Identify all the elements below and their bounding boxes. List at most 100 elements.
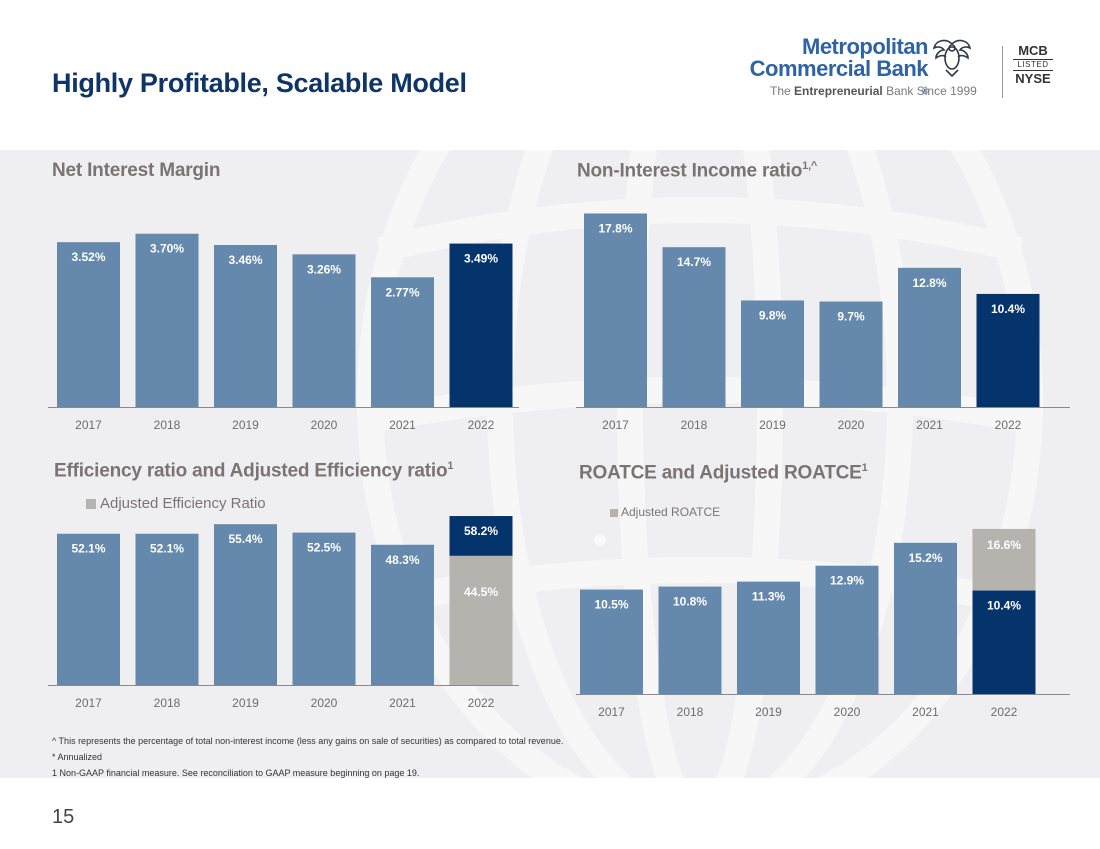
x-tick-label-2017: 2017: [75, 418, 102, 432]
bar-label-2019: 55.4%: [228, 532, 262, 546]
bar-label-2019: 11.3%: [752, 590, 786, 604]
bar-label-2020: 3.26%: [307, 262, 341, 276]
page-number: 15: [52, 806, 75, 828]
bar-2021: [371, 544, 434, 685]
nyse-listing-badge: MCB LISTED NYSE: [1010, 44, 1056, 86]
bar-2017: [584, 213, 647, 407]
x-tick-label-2019: 2019: [232, 696, 259, 710]
bar-2018: [135, 233, 199, 407]
nim-chart: 3.52% 2017 3.70% 2018 3.46% 2019 3.26% 2020 2.77…: [48, 233, 519, 432]
x-tick-label-2017: 2017: [75, 696, 102, 710]
x-tick-label-2022: 2022: [468, 696, 495, 710]
x-tick-label-2018: 2018: [154, 696, 181, 710]
legend-swatch: [86, 499, 96, 510]
bar-label-2022: 10.4%: [991, 302, 1025, 316]
bar-2017: [57, 533, 120, 685]
footnote-caret: ^ This represents the percentage of tota…: [52, 736, 564, 746]
legend-swatch: [610, 508, 618, 517]
bar-label-2019: 9.8%: [759, 308, 787, 322]
x-tick-label-2019: 2019: [755, 705, 782, 719]
bar-2021: [898, 267, 961, 407]
bar-2018: [658, 586, 722, 694]
chart-title-efficiency: Efficiency ratio and Adjusted Efficiency…: [54, 460, 454, 482]
bar-2020: [292, 532, 356, 685]
bar-2019: [741, 300, 804, 407]
bar-2019: [214, 524, 277, 685]
x-tick-label-2020: 2020: [834, 705, 861, 719]
x-tick-label-2017: 2017: [598, 705, 625, 719]
bar-adjusted-2022: [972, 528, 1036, 591]
eagle-icon: [932, 39, 972, 78]
logo-tagline: The Entrepreneurial Bank Since 1999: [770, 84, 977, 98]
bar-label-2018: 14.7%: [677, 255, 711, 269]
x-tick-label-2022: 2022: [991, 705, 1018, 719]
x-tick-label-2019: 2019: [232, 418, 259, 432]
bar-2018: [135, 533, 199, 685]
footnotes: ^ This represents the percentage of tota…: [52, 733, 563, 781]
bar-2022: [449, 516, 513, 556]
x-tick-label-2018: 2018: [681, 418, 708, 432]
bar-adjusted-2022: [449, 555, 513, 685]
x-tick-label-2018: 2018: [677, 705, 704, 719]
bar-label-2022: 58.2%: [464, 524, 498, 538]
bar-label-2020: 9.7%: [837, 310, 865, 324]
roatce-chart: 10.5% 2017 10.8% 2018 11.3% 2019 12.9% 2020 15.2…: [576, 528, 1070, 719]
bar-2022: [972, 590, 1036, 694]
footnote-non-gaap: 1 Non-GAAP financial measure. See reconc…: [52, 768, 420, 778]
bar-2019: [214, 244, 277, 407]
x-tick-label-2020: 2020: [311, 418, 338, 432]
bar-2021: [894, 542, 957, 694]
x-tick-label-2020: 2020: [838, 418, 865, 432]
exchange-name: NYSE: [1015, 71, 1051, 86]
bar-label-2021: 48.3%: [385, 553, 419, 567]
x-tick-label-2019: 2019: [759, 418, 786, 432]
bar-label-2020: 12.9%: [830, 574, 864, 588]
bar-label-2017: 17.8%: [598, 221, 632, 235]
chart-title-nii-sup: 1,^: [802, 160, 818, 172]
x-tick-label-2021: 2021: [912, 705, 939, 719]
bar-label-2018: 52.1%: [150, 542, 184, 556]
logo-name-line1: Metropolitan: [802, 34, 929, 59]
x-tick-label-2020: 2020: [311, 696, 338, 710]
x-tick-label-2017: 2017: [602, 418, 629, 432]
bar-label-2021: 15.2%: [908, 551, 942, 565]
x-tick-label-2018: 2018: [154, 418, 181, 432]
chart-title-efficiency-sup: 1: [447, 460, 454, 472]
bar-2019: [737, 581, 800, 694]
bar-2022: [976, 293, 1040, 407]
chart-title-nii: Non-Interest Income ratio1,^: [577, 160, 818, 182]
bar-label-2018: 10.8%: [673, 595, 707, 609]
bar-2021: [371, 277, 434, 407]
bar-label-2019: 3.46%: [228, 253, 262, 267]
bar-2020: [819, 301, 883, 407]
x-tick-label-2021: 2021: [389, 418, 416, 432]
bar-label-2022: 10.4%: [987, 599, 1021, 613]
logo-divider: [1002, 46, 1003, 98]
bar-label-2021: 2.77%: [385, 285, 419, 299]
efficiency-chart: 52.1% 2017 52.1% 2018 55.4% 2019 52.5% 2020 48.3…: [48, 516, 519, 710]
listed-label: LISTED: [1013, 59, 1053, 71]
bar-2018: [662, 247, 726, 407]
logo-wordmark: Metropolitan Commercial Bank ®: [728, 34, 929, 102]
bar-adjusted-label-2022: 44.5%: [464, 585, 498, 599]
x-tick-label-2021: 2021: [389, 696, 416, 710]
bar-2020: [292, 254, 356, 407]
legend-adjusted-efficiency: Adjusted Efficiency Ratio: [86, 495, 266, 512]
page-title: Highly Profitable, Scalable Model: [52, 68, 467, 98]
x-tick-label-2021: 2021: [916, 418, 943, 432]
bar-label-2017: 52.1%: [71, 542, 105, 556]
bar-2017: [57, 242, 120, 407]
bar-2022: [449, 243, 513, 407]
bar-label-2017: 10.5%: [594, 598, 628, 612]
logo-name-line2: Commercial Bank: [749, 56, 929, 81]
chart-title-nim: Net Interest Margin: [52, 160, 221, 181]
bar-2020: [815, 565, 879, 694]
bar-label-2020: 52.5%: [307, 541, 341, 555]
ticker-symbol: MCB: [1018, 43, 1048, 58]
x-tick-label-2022: 2022: [995, 418, 1022, 432]
nii-chart: 17.8% 2017 14.7% 2018 9.8% 2019 9.7% 2020 12.8% 2…: [576, 213, 1070, 432]
chart-title-roatce-sup: 1: [861, 462, 868, 474]
bar-adjusted-label-2022: 16.6%: [987, 538, 1021, 552]
bar-label-2018: 3.70%: [150, 242, 184, 256]
bar-label-2017: 3.52%: [71, 250, 105, 264]
